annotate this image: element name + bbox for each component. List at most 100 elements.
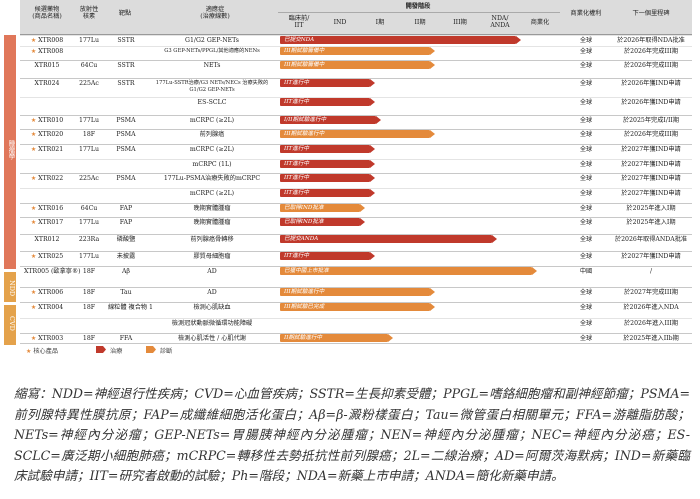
stage-bar: III期試驗進行中 xyxy=(280,288,435,296)
next-milestone: 於2026年獲IND申請 xyxy=(621,80,681,87)
arrow-tip-icon xyxy=(430,303,435,311)
candidate-name: ★ XTR004 xyxy=(24,304,70,311)
indication: mCRPC (≥2L) xyxy=(189,117,235,124)
candidate-name-text: XTR022 xyxy=(38,175,64,182)
nuclide: 225Ac xyxy=(79,80,99,87)
indication: 177Lu-PSMA治療失敗的mCRPC xyxy=(163,175,261,182)
row-divider xyxy=(20,60,692,61)
stage-bar: 已取得IND批准 xyxy=(280,204,365,212)
indication: mCRPC (1L) xyxy=(192,161,232,168)
star-icon: ★ xyxy=(30,37,39,44)
indication: 檢測冠狀動脈微循環功能障礙 xyxy=(171,320,253,327)
target: SSTR xyxy=(117,37,135,44)
star-icon: ★ xyxy=(30,48,39,55)
category-oncology-bar xyxy=(4,35,16,269)
commercial-rights: 全球 xyxy=(579,236,593,243)
next-milestone: 於2025年進入I期 xyxy=(626,219,676,226)
diagnosis-arrow-icon xyxy=(146,346,156,353)
commercial-rights: 全球 xyxy=(579,335,593,342)
target: PSMA xyxy=(116,146,136,153)
star-icon: ★ xyxy=(30,289,39,296)
commercial-rights: 全球 xyxy=(579,48,593,55)
commercial-rights: 全球 xyxy=(579,175,593,182)
arrow-tip-icon xyxy=(430,61,435,69)
row-divider xyxy=(20,266,692,267)
indication: 前列腺癌 xyxy=(199,131,225,138)
indication: AD xyxy=(207,289,217,296)
candidate-name: ★ XTR008 xyxy=(24,37,70,44)
category-oncology-label: 腫瘤學 xyxy=(7,140,15,160)
commercial-rights: 全球 xyxy=(579,99,593,106)
row-divider xyxy=(20,129,692,130)
stage-bar-label: IIT進行中 xyxy=(284,80,309,86)
stage-bar: IIT進行中 xyxy=(280,189,375,197)
candidate-name-text: XTR005 (歐拿寧®) xyxy=(24,268,81,275)
row-divider xyxy=(20,144,692,145)
arrow-tip-icon xyxy=(492,235,497,243)
stage-bar: II期試驗進行中 xyxy=(280,334,393,342)
stage-bar: III期試驗進行中 xyxy=(280,130,435,138)
candidate-name: ★ XTR010 xyxy=(24,117,70,124)
arrow-tip-icon xyxy=(370,145,375,153)
header-stage-ph2: II期 xyxy=(414,19,426,26)
stage-bar: III期試驗籌備中 xyxy=(280,61,435,69)
candidate-name-text: XTR020 xyxy=(38,131,64,138)
arrow-tip-icon xyxy=(430,288,435,296)
nuclide: 177Lu xyxy=(79,37,99,44)
arrow-tip-icon xyxy=(430,47,435,55)
nuclide: 225Ac xyxy=(79,175,99,182)
stage-bar-label: 已取得IND批准 xyxy=(284,205,324,211)
target: PSMA xyxy=(116,117,136,124)
abbreviations-footnote: 縮寫：NDD=神經退行性疾病；CVD=心血管疾病；SSTR=生長抑素受體；PPG… xyxy=(14,386,690,483)
legend-core: ★ 核心產品 xyxy=(26,346,58,355)
row-divider xyxy=(20,78,692,79)
commercial-rights: 全球 xyxy=(579,289,593,296)
stage-bar-label: III期試驗進行中 xyxy=(284,289,325,295)
commercial-rights: 全球 xyxy=(579,131,593,138)
star-icon: ★ xyxy=(30,253,39,260)
row-divider xyxy=(20,217,692,218)
stage-bar: 已取得IND批准 xyxy=(280,218,365,226)
nuclide: 177Lu xyxy=(79,117,99,124)
indication: 前列腺癌骨轉移 xyxy=(190,236,234,243)
next-milestone: 於2027年獲IND申請 xyxy=(621,146,681,153)
header-stage-ph3: III期 xyxy=(453,19,467,26)
candidate-name-text: XTR008 xyxy=(38,37,64,44)
candidate-name-text: XTR006 xyxy=(38,289,64,296)
commercial-rights: 全球 xyxy=(579,304,593,311)
target: 未披露 xyxy=(116,253,136,260)
target: FAP xyxy=(119,219,133,226)
nuclide: 223Ra xyxy=(78,236,100,243)
header-stage-preclinical: 臨床前/IIT xyxy=(288,15,310,29)
stage-bar-label: IIT進行中 xyxy=(284,99,309,105)
row-divider xyxy=(20,97,692,98)
stage-bar: 已提交ANDA xyxy=(280,235,497,243)
row-divider xyxy=(20,159,692,160)
star-icon: ★ xyxy=(30,146,39,153)
commercial-rights: 全球 xyxy=(579,161,593,168)
stage-bar: 已提交NDA xyxy=(280,36,521,44)
stage-bar-label: III期試驗已完成 xyxy=(284,304,325,310)
stage-bar: 已獲中國上市批准 xyxy=(280,267,537,275)
commercial-rights: 中國 xyxy=(579,268,593,275)
stage-bar-label: III期試驗進行中 xyxy=(284,131,325,137)
arrow-tip-icon xyxy=(370,174,375,182)
header-stage-divider xyxy=(278,12,560,13)
candidate-name-text: XTR016 xyxy=(38,205,64,212)
indication: G1/G2 GEP-NETs xyxy=(185,37,239,44)
next-milestone: 於2026年完成III期 xyxy=(623,62,679,69)
next-milestone: 於2025年進入I期 xyxy=(626,205,676,212)
next-milestone: 於2027年獲IND申請 xyxy=(621,190,681,197)
header-stage-nda: NDA/ANDA xyxy=(490,15,510,29)
candidate-name: ★ XTR020 xyxy=(24,131,70,138)
row-divider xyxy=(20,115,692,116)
star-icon: ★ xyxy=(30,304,39,311)
row-divider xyxy=(20,287,692,288)
indication: mCRPC (≥2L) xyxy=(189,146,235,153)
header-dev-stage: 開發階段 xyxy=(405,3,431,10)
stage-bar: IIT進行中 xyxy=(280,145,375,153)
star-icon: ★ xyxy=(30,175,39,182)
row-divider xyxy=(20,318,692,319)
candidate-name-text: XTR012 xyxy=(34,236,60,243)
table-header xyxy=(20,0,692,35)
